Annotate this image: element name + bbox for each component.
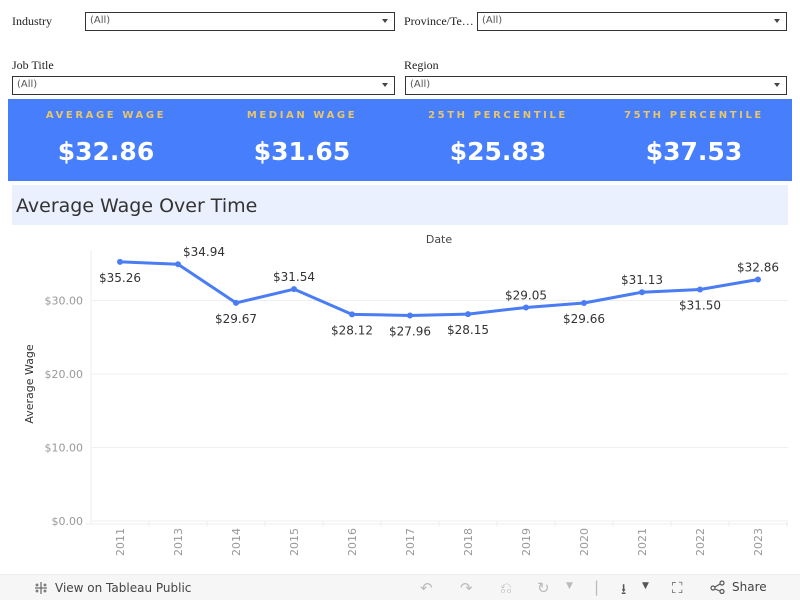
kpi-value: $25.83 — [449, 137, 547, 166]
share-label: Share — [732, 580, 767, 594]
job-title-filter-label: Job Title — [12, 58, 54, 72]
y-tick-label: $0.00 — [52, 515, 84, 528]
x-tick-label: 2023 — [752, 528, 765, 556]
industry-dropdown-value: (All) — [90, 15, 111, 26]
data-label: $28.15 — [447, 323, 489, 337]
redo-icon[interactable]: ↷ — [460, 579, 473, 597]
kpi-average-wage: AVERAGE WAGE $32.86 — [8, 99, 204, 181]
y-tick-label: $30.00 — [45, 295, 84, 308]
share-button[interactable]: Share — [710, 580, 767, 594]
kpi-75th-percentile: 75TH PERCENTILE $37.53 — [596, 99, 792, 181]
x-tick-label: 2017 — [404, 528, 417, 556]
kpi-label: 25TH PERCENTILE — [428, 110, 568, 121]
industry-dropdown[interactable]: (All) — [85, 12, 395, 31]
data-point[interactable] — [233, 299, 239, 306]
chart-title-bar: Average Wage Over Time — [12, 185, 788, 225]
x-tick-label: 2018 — [462, 528, 475, 556]
y-axis-title: Average Wage — [23, 344, 36, 424]
kpi-label: 75TH PERCENTILE — [624, 110, 764, 121]
data-label: $31.54 — [273, 270, 315, 284]
tableau-logo-icon — [35, 582, 47, 594]
data-point[interactable] — [639, 289, 645, 296]
data-label: $29.67 — [215, 312, 257, 326]
kpi-value: $31.65 — [253, 137, 351, 166]
data-point[interactable] — [581, 299, 587, 306]
province-dropdown-value: (All) — [482, 15, 503, 26]
undo-icon[interactable]: ↶ — [420, 579, 433, 597]
data-label: $27.96 — [389, 324, 431, 338]
data-label: $31.13 — [621, 273, 663, 287]
region-dropdown-value: (All) — [410, 79, 431, 90]
x-tick-label: 2013 — [172, 528, 185, 556]
data-label: $32.86 — [737, 260, 779, 274]
line-chart[interactable]: Date Average Wage $0.00 $10.00 $20.00 $30.00 2… — [0, 228, 800, 574]
data-point[interactable] — [117, 258, 123, 265]
x-tick-label: 2021 — [636, 528, 649, 556]
revert-icon[interactable]: ⎌ — [500, 579, 513, 597]
refresh-icon[interactable]: ↻ — [537, 579, 550, 597]
y-tick-label: $10.00 — [45, 442, 84, 455]
data-point[interactable] — [755, 276, 761, 283]
industry-filter-label: Industry — [12, 14, 52, 28]
province-dropdown[interactable]: (All) — [477, 12, 787, 31]
x-tick-label: 2019 — [520, 528, 533, 556]
data-point[interactable] — [291, 286, 297, 293]
chevron-down-icon — [774, 83, 780, 87]
kpi-value: $37.53 — [645, 137, 743, 166]
download-dropdown-icon[interactable]: ▼ — [642, 581, 649, 591]
chart-title: Average Wage Over Time — [16, 195, 258, 217]
x-tick-label: 2020 — [578, 528, 591, 556]
data-label: $29.05 — [505, 288, 547, 302]
job-title-dropdown[interactable]: (All) — [12, 76, 395, 95]
kpi-25th-percentile: 25TH PERCENTILE $25.83 — [400, 99, 596, 181]
x-tick-label: 2015 — [288, 528, 301, 556]
job-title-dropdown-value: (All) — [17, 79, 38, 90]
fullscreen-icon[interactable]: ⛶ — [672, 579, 683, 597]
x-tick-label: 2011 — [114, 528, 127, 556]
data-point[interactable] — [175, 261, 181, 268]
region-dropdown[interactable]: (All) — [405, 76, 787, 95]
footer-toolbar: View on Tableau Public ↶ ↷ ⎌ ↻ ▼ | ⭳ ▼ ⛶… — [0, 574, 800, 600]
kpi-value: $32.86 — [57, 137, 155, 166]
download-icon[interactable]: ⭳ — [621, 580, 627, 598]
x-tick-label: 2022 — [694, 528, 707, 556]
view-link-label: View on Tableau Public — [55, 581, 192, 595]
data-label: $35.26 — [99, 271, 141, 285]
kpi-median-wage: MEDIAN WAGE $31.65 — [204, 99, 400, 181]
data-point[interactable] — [465, 311, 471, 318]
x-tick-label: 2014 — [230, 528, 243, 556]
share-icon — [710, 580, 725, 594]
toolbar-divider: | — [594, 578, 600, 596]
data-point[interactable] — [523, 304, 529, 311]
data-label: $31.50 — [679, 298, 721, 312]
data-point[interactable] — [407, 312, 413, 319]
kpi-band: AVERAGE WAGE $32.86 MEDIAN WAGE $31.65 2… — [8, 99, 792, 181]
wage-line[interactable] — [119, 260, 759, 317]
province-filter-label: Province/Te… — [404, 14, 474, 28]
chevron-down-icon — [774, 19, 780, 23]
data-point[interactable] — [697, 286, 703, 293]
data-point[interactable] — [349, 311, 355, 318]
data-label: $29.66 — [563, 312, 605, 326]
x-tick-label: 2016 — [346, 528, 359, 556]
view-on-tableau-public-link[interactable]: View on Tableau Public — [33, 580, 191, 596]
chevron-down-icon — [382, 19, 388, 23]
refresh-dropdown-icon[interactable]: ▼ — [566, 581, 573, 591]
kpi-label: MEDIAN WAGE — [246, 110, 358, 121]
x-axis-title: Date — [426, 233, 453, 246]
region-filter-label: Region — [404, 58, 439, 72]
data-label: $28.12 — [331, 323, 373, 337]
chevron-down-icon — [382, 83, 388, 87]
data-label: $34.94 — [183, 245, 225, 259]
kpi-label: AVERAGE WAGE — [45, 110, 167, 121]
y-tick-label: $20.00 — [45, 368, 84, 381]
